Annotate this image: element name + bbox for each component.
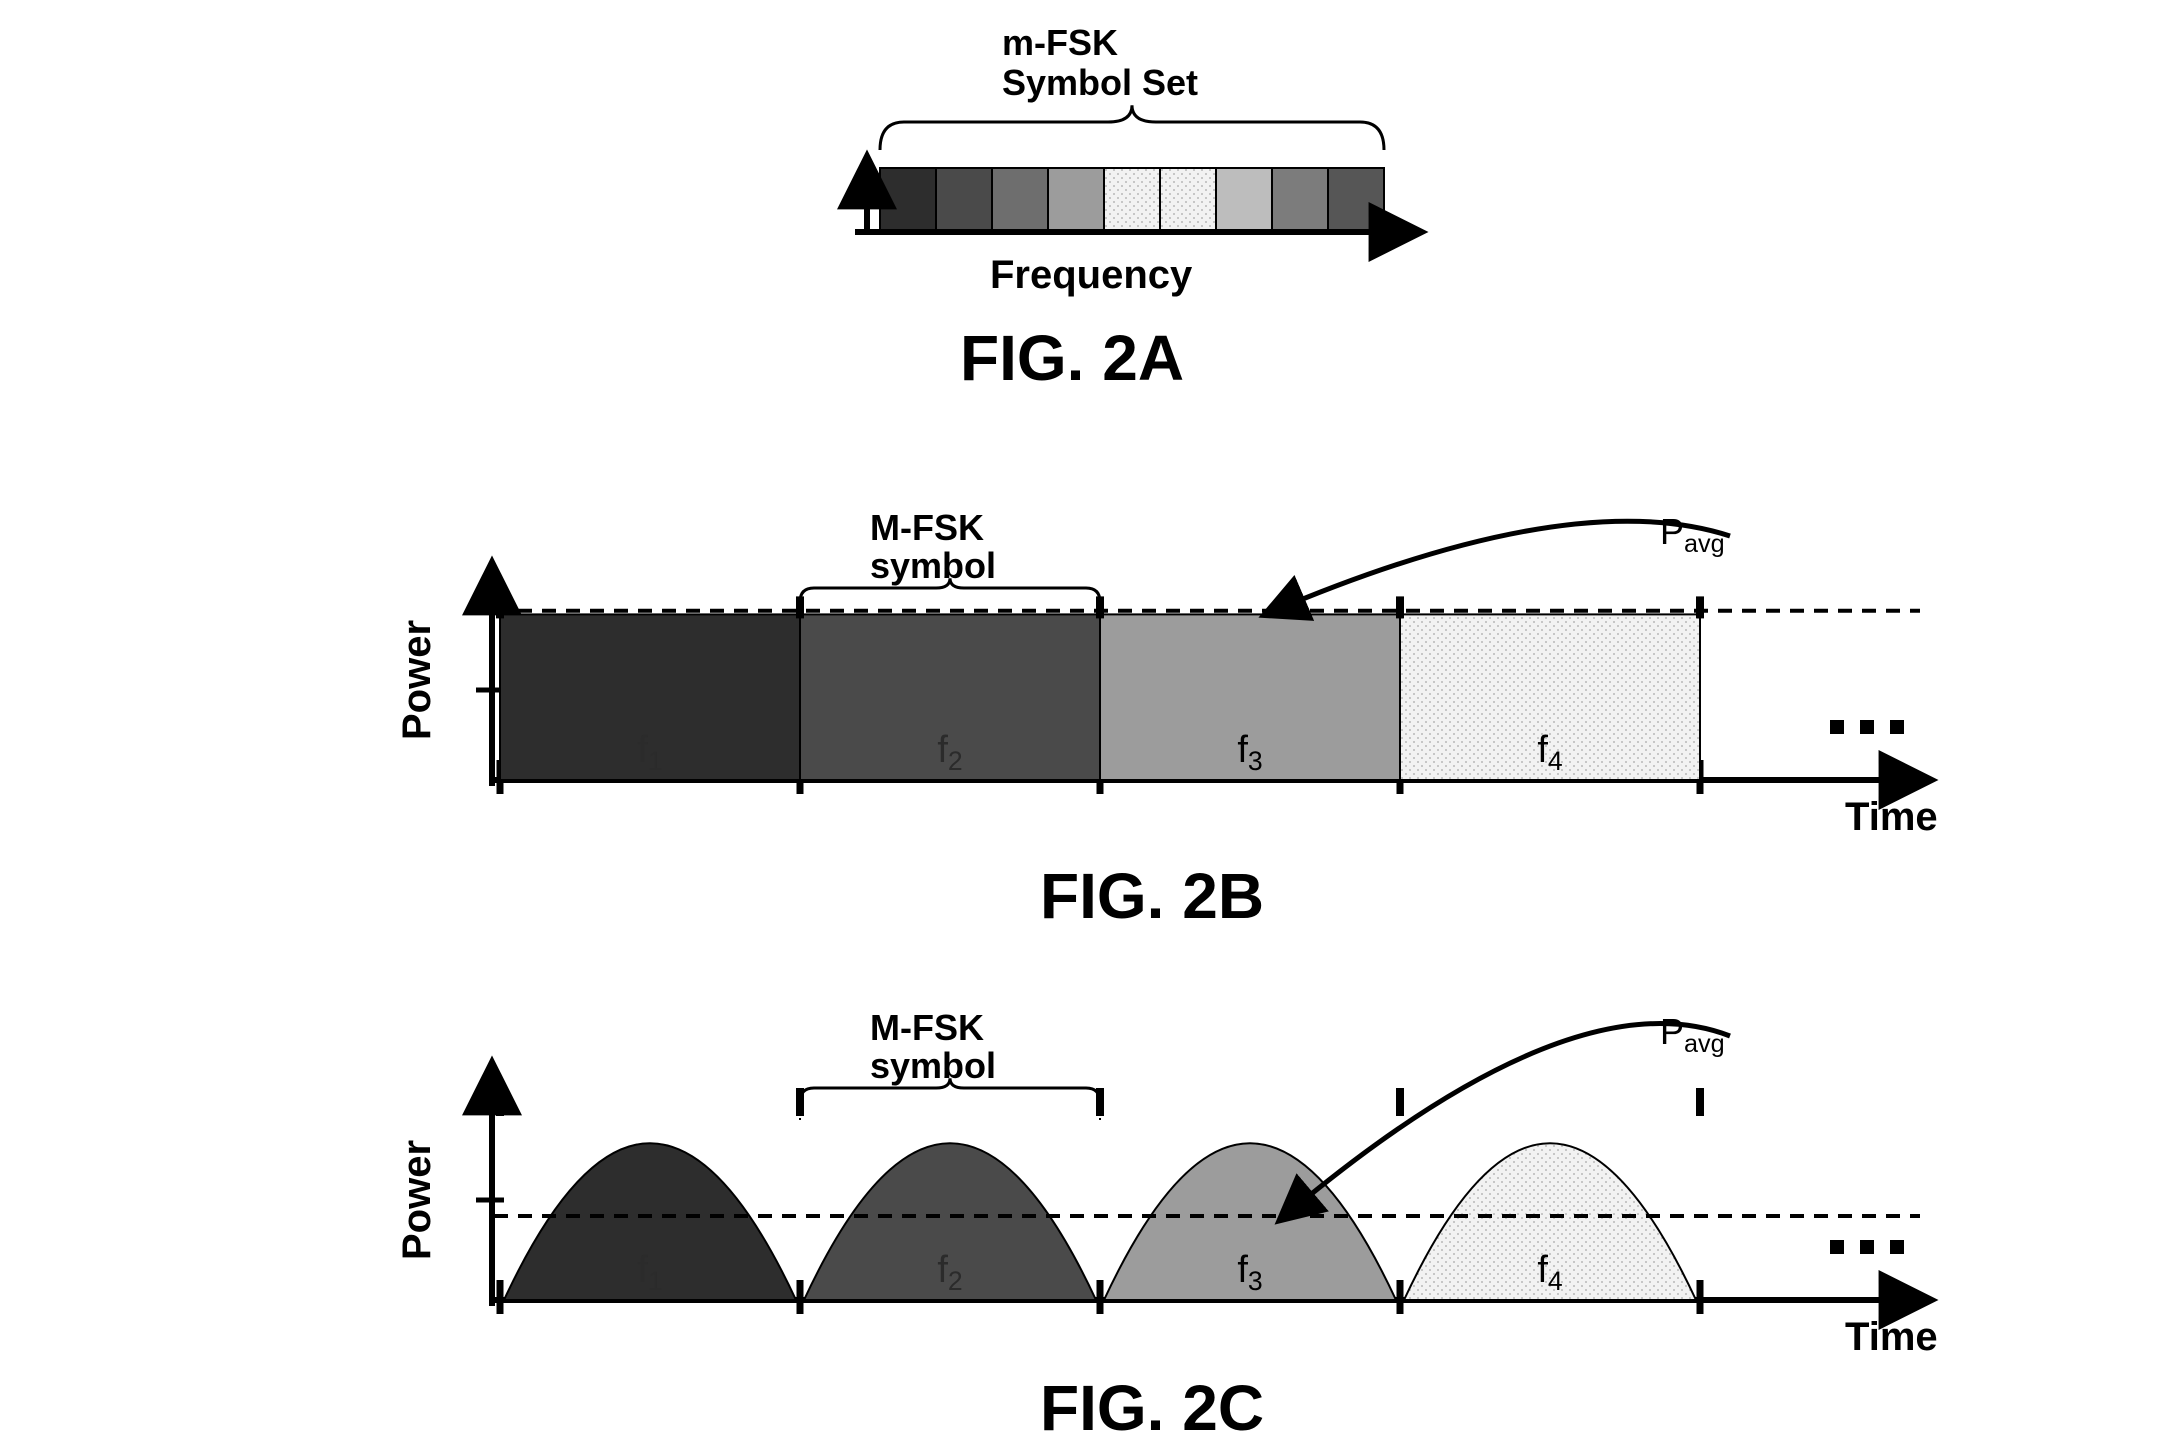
svg-text:Pavg: Pavg xyxy=(1660,1011,1725,1058)
svg-text:symbol: symbol xyxy=(870,1045,996,1086)
svg-text:Power: Power xyxy=(395,620,439,740)
svg-text:symbol: symbol xyxy=(870,545,996,586)
svg-text:Time: Time xyxy=(1845,795,1938,839)
svg-text:FIG. 2A: FIG. 2A xyxy=(960,322,1184,394)
symbol-cell xyxy=(1272,168,1328,232)
symbol-cell xyxy=(936,168,992,232)
symbol-cell xyxy=(1160,168,1216,232)
fig-2a: m-FSKSymbol Set Frequency FIG. 2A xyxy=(855,22,1420,394)
symbol-cell xyxy=(1328,168,1384,232)
fig-2b: PowerTimef1f2f3f4PavgM-FSKsymbolFIG. 2B xyxy=(395,507,1938,932)
symbol-cell xyxy=(880,168,936,232)
svg-text:m-FSK: m-FSK xyxy=(1002,22,1118,63)
svg-text:M-FSK: M-FSK xyxy=(870,1007,984,1048)
svg-text:Power: Power xyxy=(395,1140,439,1260)
svg-text:Frequency: Frequency xyxy=(990,253,1193,297)
svg-text:FIG. 2C: FIG. 2C xyxy=(1040,1372,1264,1438)
svg-text:Symbol Set: Symbol Set xyxy=(1002,62,1198,103)
symbol-cell xyxy=(992,168,1048,232)
symbol-cell xyxy=(1104,168,1160,232)
svg-text:M-FSK: M-FSK xyxy=(870,507,984,548)
fig-2c: PowerTimef1f2f3f4PavgM-FSKsymbolFIG. 2C xyxy=(395,1007,1938,1438)
symbol-cell xyxy=(1216,168,1272,232)
svg-text:Pavg: Pavg xyxy=(1660,511,1725,558)
svg-text:FIG. 2B: FIG. 2B xyxy=(1040,860,1264,932)
symbol-cell xyxy=(1048,168,1104,232)
svg-text:Time: Time xyxy=(1845,1315,1938,1359)
